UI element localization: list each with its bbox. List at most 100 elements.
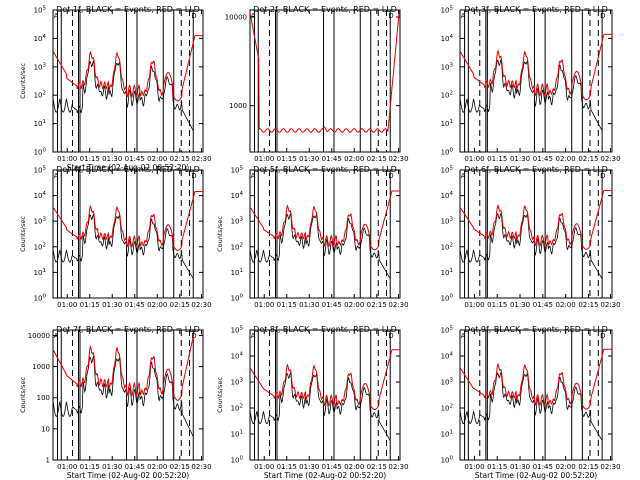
event-marker-label: A [251, 172, 256, 180]
x-tick-label: 01:30 [510, 463, 530, 471]
plot-frame [249, 329, 401, 461]
y-tick-label: 100 [231, 294, 244, 303]
series-line-lld [250, 349, 400, 411]
y-tick-label: 104 [34, 191, 47, 200]
x-tick-label: 01:15 [80, 463, 100, 471]
x-tick-label: 01:30 [299, 301, 319, 309]
y-tick-label: 103 [441, 378, 454, 387]
y-tick-label: 104 [231, 191, 244, 200]
y-tick-label: 105 [231, 166, 244, 175]
x-tick-label: 02:15 [367, 301, 387, 309]
event-marker-label: D [600, 332, 605, 340]
panel-title: Det 1f, BLACK = Events, RED = LLD [56, 5, 200, 14]
x-tick-label: 01:15 [80, 301, 100, 309]
x-tick-label: 01:45 [533, 301, 553, 309]
y-tick-label: 10 [41, 425, 50, 433]
x-tick-label: 01:30 [510, 155, 530, 163]
event-marker-label: D [600, 172, 605, 180]
x-tick-label: 02:15 [367, 155, 387, 163]
series-line-lld [250, 10, 400, 133]
y-tick-label: 101 [441, 268, 453, 277]
x-tick-label: 02:30 [191, 155, 211, 163]
series-line-lld [53, 191, 203, 251]
y-tick-label: 104 [231, 352, 244, 361]
y-tick-label: 10000 [28, 332, 50, 340]
y-tick-label: 103 [231, 217, 244, 226]
series-line-events [53, 59, 194, 131]
x-tick-label: 01:45 [322, 463, 342, 471]
y-axis-label: Counts/sec [19, 216, 27, 252]
chart-panel: A D 100 101 102 103 104 105 01:00 01:15 01:30 01:45… [216, 325, 409, 480]
x-axis-label: Start Time (02-Aug-02 00:52:20) [67, 163, 189, 172]
panel-title: Det 6f, BLACK = Events, RED = LLD [464, 165, 608, 174]
x-tick-label: 01:15 [277, 463, 297, 471]
x-tick-label: 01:15 [277, 155, 297, 163]
x-tick-label: 01:15 [487, 463, 507, 471]
x-tick-label: 02:30 [600, 155, 620, 163]
y-tick-label: 102 [441, 91, 453, 100]
event-marker-label: A [461, 172, 466, 180]
y-tick-label: 10000 [225, 14, 247, 22]
event-marker-label: A [251, 332, 256, 340]
y-tick-label: 102 [441, 404, 453, 413]
x-tick-label: 01:30 [102, 463, 122, 471]
y-axis-label: Counts/sec [216, 377, 224, 413]
x-tick-label: 01:15 [487, 155, 507, 163]
x-tick-label: 02:00 [344, 155, 364, 163]
y-tick-label: 1000 [32, 363, 50, 371]
series-line-events [460, 58, 603, 131]
y-tick-label: 104 [34, 34, 47, 43]
y-tick-label: 101 [441, 430, 453, 439]
panel-title: Det 3f, BLACK = Events, RED = LLD [464, 5, 608, 14]
series-line-events [460, 212, 603, 279]
x-tick-label: 02:00 [556, 301, 576, 309]
x-tick-label: 02:00 [344, 301, 364, 309]
x-tick-label: 02:15 [578, 155, 598, 163]
x-tick-label: 01:30 [102, 301, 122, 309]
event-marker-label: A [54, 172, 59, 180]
x-tick-label: 02:15 [578, 301, 598, 309]
chart-panel: A D 100 101 102 103 104 105 01:00 01:15 01:30 01:45… [19, 165, 212, 309]
x-tick-label: 02:30 [191, 463, 211, 471]
y-tick-label: 105 [34, 166, 47, 175]
plot-frame [52, 9, 204, 153]
chart-panel: A D 1000 10000 01:00 01:15 01:30 01:45 02:00 02:1… [225, 5, 409, 163]
y-tick-label: 101 [231, 268, 243, 277]
series-line-events [53, 355, 194, 437]
y-tick-label: 100 [34, 294, 47, 303]
event-marker-label: A [461, 332, 466, 340]
x-tick-label: 01:45 [125, 301, 145, 309]
plot-frame [459, 9, 613, 153]
x-tick-label: 02:15 [367, 463, 387, 471]
panel-title: Det 4f, BLACK = Events, RED = LLD [56, 165, 200, 174]
x-tick-label: 01:00 [254, 155, 274, 163]
event-marker-label: A [54, 332, 59, 340]
x-tick-label: 02:15 [170, 301, 190, 309]
y-tick-label: 104 [441, 352, 454, 361]
x-tick-label: 02:30 [388, 463, 408, 471]
series-line-events [250, 371, 391, 441]
y-tick-label: 100 [441, 294, 454, 303]
x-tick-label: 01:30 [299, 463, 319, 471]
event-marker-label: D [600, 12, 605, 20]
panel-title: Det 7f, BLACK = Events, RED = LLD [56, 325, 200, 334]
event-marker-label: D [191, 172, 196, 180]
x-axis-label: Start Time (02-Aug-02 00:52:20) [264, 471, 386, 480]
chart-panel: A D 100 101 102 103 104 105 01:00 01:15 01:30 01:45… [441, 165, 621, 309]
x-tick-label: 02:00 [344, 463, 364, 471]
y-axis-label: Counts/sec [216, 216, 224, 252]
event-marker-label: D [191, 332, 196, 340]
event-marker-label: D [388, 332, 393, 340]
x-tick-label: 02:30 [600, 301, 620, 309]
x-axis-label: Start Time (02-Aug-02 00:52:20) [475, 471, 597, 480]
plot-frame [249, 9, 401, 153]
x-tick-label: 02:00 [147, 155, 167, 163]
y-tick-label: 100 [34, 148, 47, 157]
chart-panel: A D 100 101 102 103 104 105 01:00 01:15 01:30 01:45… [216, 165, 409, 309]
chart-panel: A D 100 101 102 103 104 105 01:00 01:15 01:30 01:45… [19, 5, 212, 172]
y-tick-label: 103 [441, 62, 454, 71]
y-tick-label: 100 [441, 456, 454, 465]
y-tick-label: 102 [441, 242, 453, 251]
